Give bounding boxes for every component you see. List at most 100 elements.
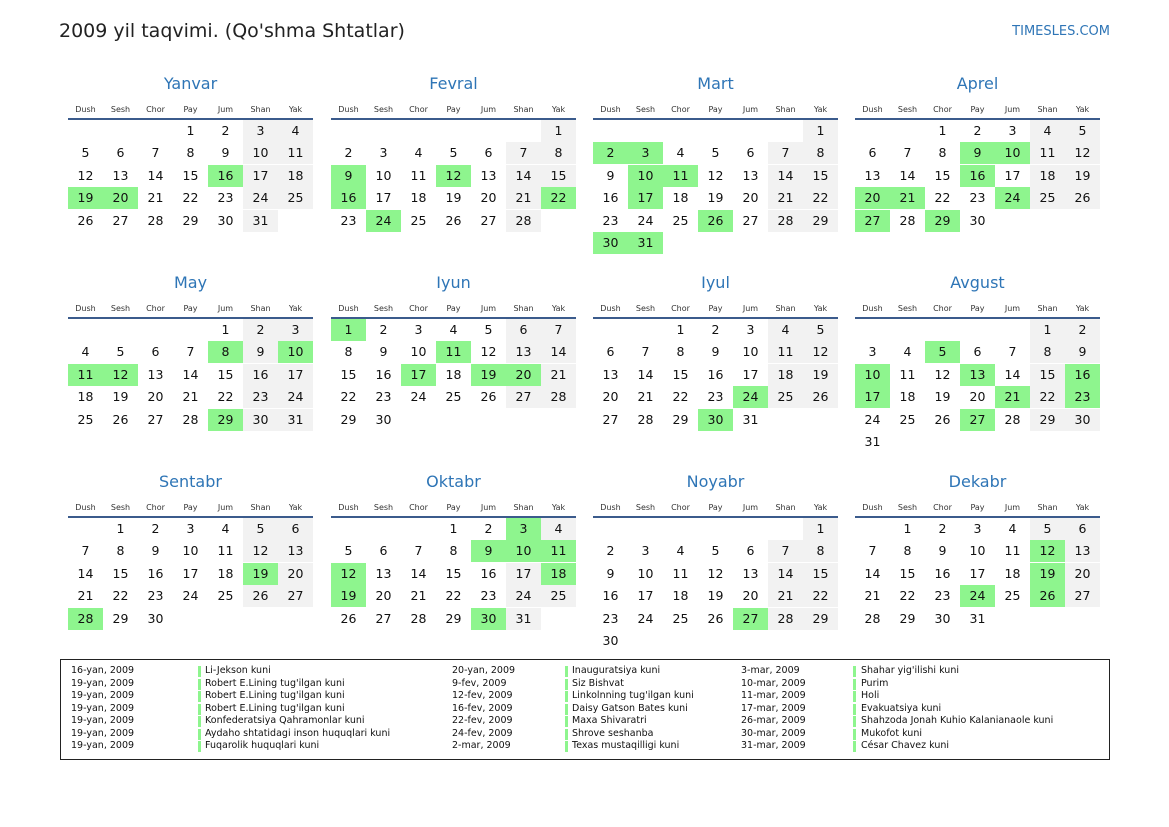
day: 13 [147,366,164,382]
day: 18 [768,363,803,386]
month-title: Yanvar [163,74,218,93]
holiday-name: Texas mustaqilligi kuni [572,740,680,751]
site-link[interactable]: TIMESLES.COM [1012,24,1110,39]
holiday-date: 19-yan, 2009 [71,690,135,701]
holiday-marker [853,678,856,690]
day: 1 [116,521,125,536]
day: 5 [449,145,458,161]
day: 7 [186,344,195,360]
day: 6 [278,518,313,540]
weekday: Dush [338,503,359,512]
day: 31 [628,232,663,254]
month-title: Dekabr [948,472,1007,491]
day: 15 [1030,363,1065,386]
day: 8 [938,145,947,161]
day: 23 [480,588,497,604]
day: 16 [480,565,497,581]
day: 19 [112,389,129,405]
weekday: Chor [933,503,952,512]
weekday: Yak [1075,105,1090,114]
day: 15 [899,565,916,581]
day: 27 [733,607,768,630]
day: 18 [1004,565,1021,581]
weekday: Jum [217,503,234,512]
day: 25 [899,411,916,427]
day: 10 [742,344,759,360]
weekday: Jum [742,105,759,114]
day: 15 [934,167,951,183]
weekday: Shan [1037,105,1058,114]
day: 8 [903,543,912,559]
weekday: Sesh [373,304,394,313]
day: 13 [742,167,759,183]
day: 29 [445,610,462,626]
holiday-name: Holi [861,690,880,701]
day: 28 [768,209,803,232]
day: 18 [445,366,462,382]
day: 27 [742,212,759,228]
weekday: Chor [671,304,690,313]
weekday: Sesh [635,105,656,114]
day: 19 [1065,164,1100,187]
day: 26 [1065,187,1100,210]
day: 2 [1065,319,1100,341]
holiday-date: 2-mar, 2009 [452,740,511,751]
weekday: Chor [671,503,690,512]
day: 27 [147,411,164,427]
day: 30 [698,408,733,431]
day: 2 [221,123,230,138]
day: 2 [243,319,278,341]
day: 1 [331,319,366,341]
day: 4 [278,120,313,142]
day: 13 [480,167,497,183]
holiday-box [60,659,1110,760]
month-rule [68,317,313,319]
day: 10 [995,142,1030,165]
holiday-date: 19-yan, 2009 [71,702,135,714]
day: 5 [243,518,278,540]
day: 11 [899,366,916,382]
day: 9 [1065,341,1100,364]
day: 25 [77,411,94,427]
weekday: Pay [446,503,461,512]
holiday-marker [853,741,856,752]
day: 21 [410,588,427,604]
day: 11 [436,341,471,364]
weekday: Jum [1004,304,1021,313]
day: 19 [331,585,366,608]
day: 3 [746,322,755,337]
day: 30 [471,607,506,630]
day: 6 [379,543,388,559]
day: 27 [855,209,890,232]
day: 28 [864,610,881,626]
day: 5 [81,145,90,161]
day: 19 [707,588,724,604]
day: 3 [414,322,423,337]
day: 14 [637,366,654,382]
day: 8 [344,344,353,360]
day: 17 [1004,167,1021,183]
weekday: Chor [933,304,952,313]
day: 12 [436,164,471,187]
day: 3 [628,142,663,165]
holiday-marker [853,716,856,727]
month-title: Noyabr [686,472,745,491]
day: 5 [116,344,125,360]
weekday: Dush [75,503,96,512]
holiday-date: 31-mar, 2009 [741,740,806,751]
day: 13 [864,167,881,183]
weekday: Sesh [897,503,918,512]
day: 7 [641,344,650,360]
day: 9 [711,344,720,360]
month-rule [331,317,576,319]
day: 29 [1030,408,1065,431]
day: 3 [186,521,195,536]
day: 27 [506,386,541,409]
weekday: Jum [742,503,759,512]
day: 24 [506,585,541,608]
day: 11 [1004,543,1021,559]
day: 20 [855,187,890,210]
weekday: Chor [933,105,952,114]
holiday-name: Mukofot kuni [861,727,922,739]
day: 10 [182,543,199,559]
